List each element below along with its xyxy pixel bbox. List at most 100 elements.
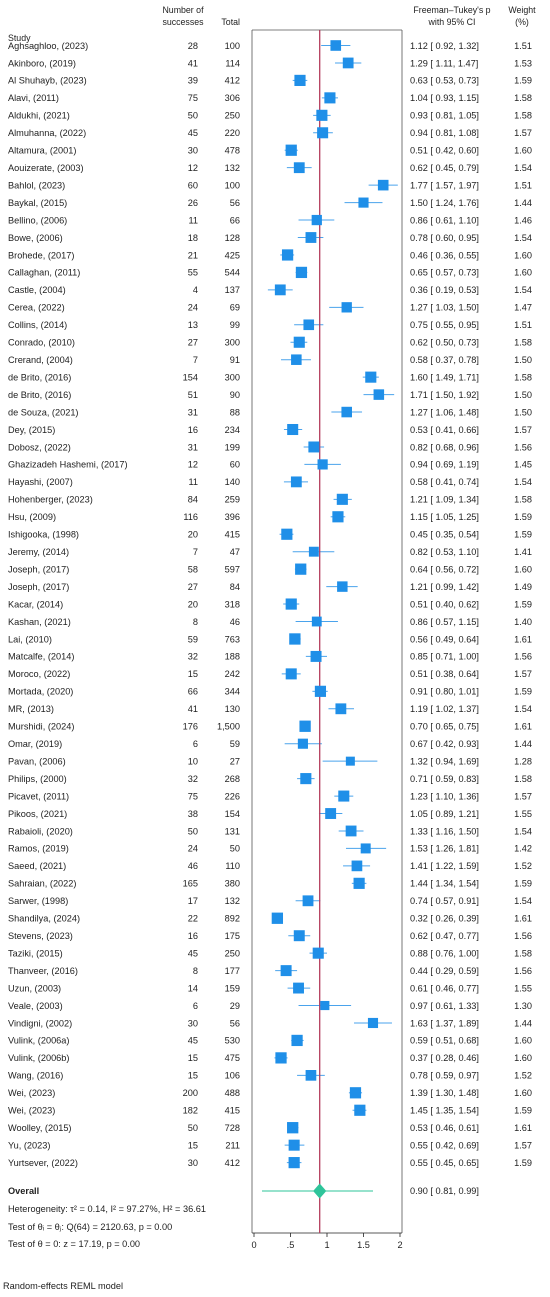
effect-box xyxy=(367,1017,379,1029)
successes-value: 38 xyxy=(188,809,198,819)
successes-value: 30 xyxy=(188,146,198,156)
study-row: Uzun, (2003) 14 159 0.61 [ 0.46, 0.77] 1.55 xyxy=(8,983,532,993)
effect-box xyxy=(303,319,315,331)
effect-box xyxy=(312,947,324,959)
total-value: 177 xyxy=(225,966,240,976)
successes-value: 75 xyxy=(188,93,198,103)
successes-value: 21 xyxy=(188,250,198,260)
study-row: Hayashi, (2007) 11 140 0.58 [ 0.41, 0.74] 1.… xyxy=(8,477,532,487)
weight-value: 1.55 xyxy=(514,983,532,993)
total-value: 114 xyxy=(225,58,240,68)
effect-ci-text: 0.82 [ 0.53, 1.10] xyxy=(410,547,479,557)
study-row: MR, (2013) 41 130 1.19 [ 1.02, 1.37] 1.54 xyxy=(8,704,532,714)
effect-box xyxy=(288,1157,300,1169)
effect-ci-text: 0.61 [ 0.46, 0.77] xyxy=(410,983,479,993)
study-name: Moroco, (2022) xyxy=(8,669,70,679)
study-row: Wei, (2023) 200 488 1.39 [ 1.30, 1.48] 1.60 xyxy=(8,1088,532,1098)
effect-ci-text: 0.86 [ 0.57, 1.15] xyxy=(410,617,479,627)
total-value: 60 xyxy=(230,460,240,470)
total-value: 110 xyxy=(225,861,240,871)
study-row: Ramos, (2019) 24 50 1.53 [ 1.26, 1.81] 1.42 xyxy=(8,844,532,854)
study-row: Bowe, (2006) 18 128 0.78 [ 0.60, 0.95] 1.54 xyxy=(8,233,532,243)
study-row: Matcalfe, (2014) 32 188 0.85 [ 0.71, 1.00] 1… xyxy=(8,652,532,662)
study-row: Almuhanna, (2022) 45 220 0.94 [ 0.81, 1.08]… xyxy=(8,128,532,138)
weight-value: 1.45 xyxy=(514,460,532,470)
study-name: Aldukhi, (2021) xyxy=(8,111,70,121)
successes-value: 66 xyxy=(188,687,198,697)
successes-value: 39 xyxy=(188,76,198,86)
successes-value: 28 xyxy=(188,41,198,51)
effect-ci-text: 1.45 [ 1.35, 1.54] xyxy=(410,1106,479,1116)
study-row: Lai, (2010) 59 763 0.56 [ 0.49, 0.64] 1.61 xyxy=(8,634,532,644)
study-name: Pikoos, (2021) xyxy=(8,809,67,819)
study-name: Dey, (2015) xyxy=(8,425,55,435)
total-value: 140 xyxy=(225,477,240,487)
study-name: de Souza, (2021) xyxy=(8,407,79,417)
study-name: Almuhanna, (2022) xyxy=(8,128,86,138)
study-name: Murshidi, (2024) xyxy=(8,722,74,732)
total-value: 344 xyxy=(225,687,240,697)
effect-ci-text: 1.44 [ 1.34, 1.54] xyxy=(410,879,479,889)
study-name: Callaghan, (2011) xyxy=(8,268,80,278)
effect-ci-text: 1.77 [ 1.57, 1.97] xyxy=(410,180,479,190)
effect-ci-text: 1.60 [ 1.49, 1.71] xyxy=(410,372,479,382)
overall-estimate: 0.90 [ 0.81, 0.99] xyxy=(410,1186,479,1196)
weight-value: 1.60 xyxy=(514,1053,532,1063)
weight-value: 1.54 xyxy=(514,704,532,714)
effect-ci-text: 0.37 [ 0.28, 0.46] xyxy=(410,1053,479,1063)
effect-ci-text: 0.56 [ 0.49, 0.64] xyxy=(410,634,479,644)
successes-value: 12 xyxy=(188,460,198,470)
total-value: 46 xyxy=(230,617,240,627)
study-row: Dey, (2015) 16 234 0.53 [ 0.41, 0.66] 1.57 xyxy=(8,425,532,435)
effect-box xyxy=(365,371,377,383)
study-name: Cerea, (2022) xyxy=(8,303,65,313)
total-value: 597 xyxy=(225,564,240,574)
study-row: Yurtsever, (2022) 30 412 0.55 [ 0.45, 0.65]… xyxy=(8,1158,532,1168)
weight-value: 1.56 xyxy=(514,442,532,452)
study-row: Veale, (2003) 6 29 0.97 [ 0.61, 1.33] 1.30 xyxy=(8,1001,532,1011)
test-zero-text: Test of θ = 0: z = 17.19, p = 0.00 xyxy=(8,1239,140,1249)
study-row: Saeed, (2021) 46 110 1.41 [ 1.22, 1.59] 1.52 xyxy=(8,861,532,871)
effect-box xyxy=(295,563,307,575)
study-row: Aldukhi, (2021) 50 250 0.93 [ 0.81, 1.05] 1.… xyxy=(8,111,532,121)
effect-box xyxy=(293,930,305,942)
successes-value: 15 xyxy=(188,1140,198,1150)
study-row: Moroco, (2022) 15 242 0.51 [ 0.38, 0.64] 1.5… xyxy=(8,669,532,679)
successes-value: 11 xyxy=(188,477,198,487)
total-value: 47 xyxy=(230,547,240,557)
effect-ci-text: 1.41 [ 1.22, 1.59] xyxy=(410,861,479,871)
study-name: Aghsaghloo, (2023) xyxy=(8,41,88,51)
total-value: 100 xyxy=(225,41,240,51)
study-name: Lai, (2010) xyxy=(8,634,52,644)
effect-box xyxy=(335,703,347,715)
weight-value: 1.61 xyxy=(514,914,532,924)
study-row: Kashan, (2021) 8 46 0.86 [ 0.57, 1.15] 1.40 xyxy=(8,617,532,627)
weight-value: 1.61 xyxy=(514,1123,532,1133)
effect-box xyxy=(341,406,352,418)
effect-box xyxy=(293,336,305,348)
weight-value: 1.54 xyxy=(514,233,532,243)
total-value: 175 xyxy=(225,931,240,941)
total-value: 268 xyxy=(225,774,240,784)
study-row: Callaghan, (2011) 55 544 0.65 [ 0.57, 0.73]… xyxy=(8,268,532,278)
successes-value: 12 xyxy=(188,163,198,173)
study-name: Picavet, (2011) xyxy=(8,791,69,801)
effect-ci-text: 1.39 [ 1.30, 1.48] xyxy=(410,1088,479,1098)
study-row: Ghazizadeh Hashemi, (2017) 12 60 0.94 [ 0.6… xyxy=(8,460,532,470)
total-value: 226 xyxy=(225,791,240,801)
study-row: Stevens, (2023) 16 175 0.62 [ 0.47, 0.77] 1.… xyxy=(8,931,532,941)
weight-value: 1.50 xyxy=(514,407,532,417)
heterogeneity-text: Heterogeneity: τ² = 0.14, I² = 97.27%, H… xyxy=(8,1204,206,1214)
effect-ci-text: 1.19 [ 1.02, 1.37] xyxy=(410,704,479,714)
effect-ci-text: 1.23 [ 1.10, 1.36] xyxy=(410,791,479,801)
effect-ci-text: 0.78 [ 0.59, 0.97] xyxy=(410,1071,479,1081)
weight-value: 1.44 xyxy=(514,739,532,749)
model-footnote: Random-effects REML model xyxy=(3,1281,123,1291)
study-name: Aouizerate, (2003) xyxy=(8,163,84,173)
effect-ci-text: 0.53 [ 0.46, 0.61] xyxy=(410,1123,479,1133)
study-row: Vulink, (2006b) 15 475 0.37 [ 0.28, 0.46] 1.… xyxy=(8,1053,532,1063)
study-row: Joseph, (2017) 58 597 0.64 [ 0.56, 0.72] 1.6… xyxy=(8,564,532,574)
study-row: Jeremy, (2014) 7 47 0.82 [ 0.53, 1.10] 1.41 xyxy=(8,547,532,557)
study-row: Taziki, (2015) 45 250 0.88 [ 0.76, 1.00] 1.5… xyxy=(8,948,532,958)
study-row: Cerea, (2022) 24 69 1.27 [ 1.03, 1.50] 1.47 xyxy=(8,303,532,313)
